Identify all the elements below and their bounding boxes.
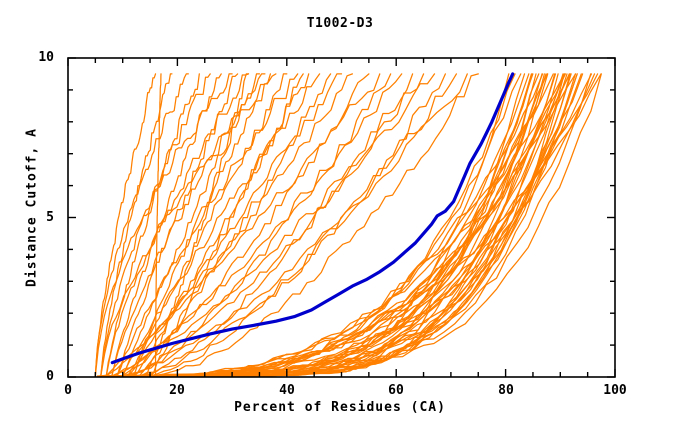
y-tick-label-5: 5	[46, 210, 54, 225]
x-tick-label-20: 20	[169, 383, 185, 398]
x-tick-label-40: 40	[279, 383, 295, 398]
x-tick-label-60: 60	[388, 383, 404, 398]
y-tick-label-0: 0	[46, 369, 54, 384]
x-tick-label-0: 0	[64, 383, 72, 398]
highlight-series-group	[110, 72, 515, 365]
axis-frame	[67, 57, 616, 378]
x-tick-label-100: 100	[603, 383, 627, 398]
background-series-group	[94, 73, 602, 377]
y-tick-label-10: 10	[38, 50, 54, 65]
x-axis-label: Percent of Residues (CA)	[234, 400, 446, 415]
page-title: T1002-D3	[306, 16, 374, 31]
x-tick-label-80: 80	[498, 383, 514, 398]
